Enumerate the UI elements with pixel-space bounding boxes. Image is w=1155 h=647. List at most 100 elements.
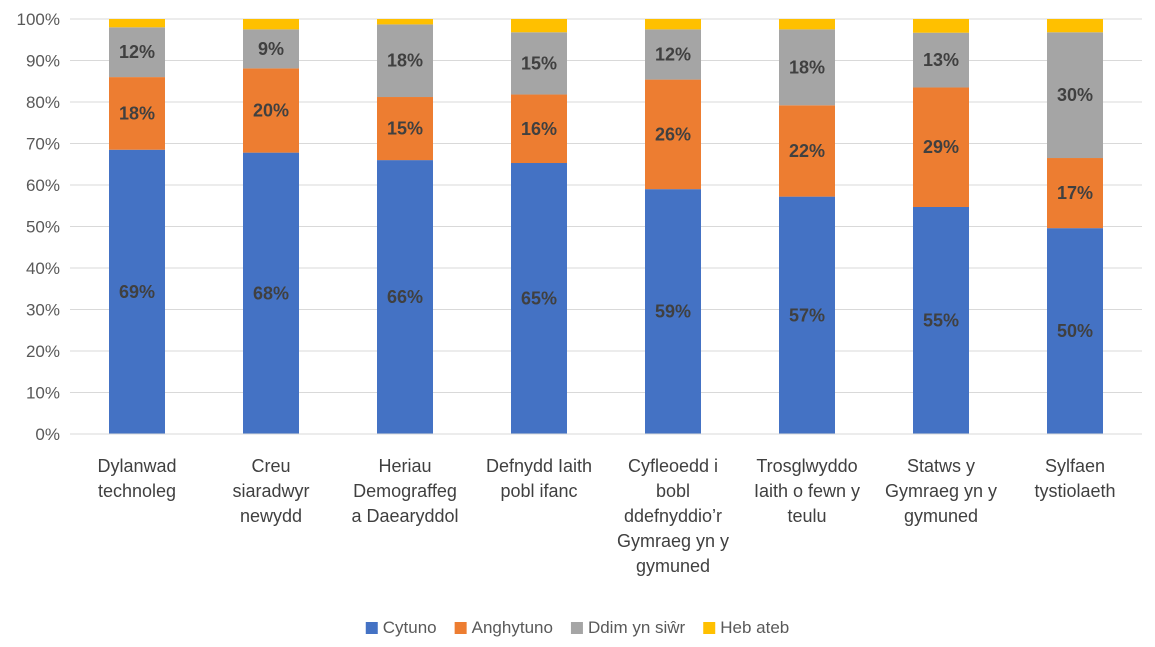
bar-segment [109,77,165,150]
data-label: 16% [521,119,557,139]
x-category-line: siaradwyr [232,481,309,501]
legend-label: Cytuno [383,618,437,637]
legend-item: Anghytuno [454,618,553,637]
x-category-label: Creu siaradwyr newydd [232,456,309,526]
y-tick-label: 70% [26,135,60,154]
x-category-line: gymuned [636,556,710,576]
bars [109,19,1103,434]
bar-segment [779,19,835,30]
y-axis: 0% 10% 20% 30% 40% 50% 60% 70% 80% 90% 100% [17,10,60,444]
x-category-line: Heriau [378,456,431,476]
bar-segment [377,24,433,98]
bar-segment [109,19,165,28]
y-tick-label: 90% [26,52,60,71]
bar-segment [511,32,567,95]
data-label: 18% [119,103,155,123]
data-label: 9% [258,39,284,59]
data-label: 12% [655,44,691,64]
bar-segment [1047,32,1103,159]
x-category-line: newydd [240,506,302,526]
y-tick-label: 40% [26,259,60,278]
legend: Cytuno Anghytuno Ddim yn siŵr Heb ateb [365,618,789,637]
x-category-line: Trosglwyddo [756,456,857,476]
data-label: 18% [789,57,825,77]
bar-segment [645,19,701,30]
bar-segment [243,152,299,434]
x-category-line: Cyfleoedd i [628,456,718,476]
x-category-label: Heriau Demograffeg a Daearyddol [351,456,458,526]
bar-segment [377,160,433,434]
bar-segment [645,79,701,190]
x-category-line: Gymraeg yn y [617,531,729,551]
data-label: 30% [1057,85,1093,105]
bar-segment [243,29,299,69]
bar-segment [645,29,701,80]
x-category-label: Trosglwyddo Iaith o fewn y teulu [754,456,860,526]
x-category-line: Statws y [907,456,975,476]
legend-swatch [454,622,467,634]
bar-segment [109,149,165,434]
bar-segment [1047,19,1103,33]
x-category-label: Statws y Gymraeg yn y gymuned [885,456,997,526]
data-label: 15% [387,119,423,139]
x-category-line: Creu [251,456,290,476]
x-category-line: tystiolaeth [1034,481,1115,501]
legend-item: Heb ateb [703,618,789,637]
y-tick-label: 60% [26,176,60,195]
data-label: 59% [655,302,691,322]
bar-segment [377,19,433,25]
x-category-line: ddefnyddio’r [624,506,722,526]
y-tick-label: 10% [26,384,60,403]
data-labels: 69% 18% 12% 68% 20% 9% 66% 15% 18% 65% 16% 15% 59% 26… [119,39,1093,341]
legend-swatch [570,622,583,634]
x-axis: Dylanwad technoleg Creu siaradwyr newydd Heri… [70,433,1142,576]
legend-swatch [703,622,716,634]
bar-segment [109,27,165,78]
x-category-line: Demograffeg [353,481,457,501]
y-tick-label: 100% [17,10,60,29]
data-label: 13% [923,50,959,70]
x-category-line: Sylfaen [1045,456,1105,476]
bar-segment [913,87,969,207]
bar-segment [645,189,701,434]
bar-segment [377,97,433,161]
data-label: 29% [923,137,959,157]
bar-segment [779,196,835,434]
data-label: 15% [521,53,557,73]
y-tick-label: 20% [26,342,60,361]
bar-segment [913,19,969,33]
data-label: 20% [253,101,289,121]
bar-segment [1047,228,1103,434]
bar-segment [779,29,835,106]
y-tick-label: 30% [26,301,60,320]
y-tick-label: 50% [26,218,60,237]
data-label: 50% [1057,321,1093,341]
legend-swatch [365,622,378,634]
x-category-label: Cyfleoedd i bobl ddefnyddio’r Gymraeg yn y g… [617,456,729,576]
data-label: 17% [1057,183,1093,203]
y-tick-label: 80% [26,93,60,112]
x-category-line: pobl ifanc [500,481,577,501]
data-label: 22% [789,141,825,161]
legend-item: Cytuno [365,618,437,637]
bar-segment [511,163,567,434]
bar-segment [1047,158,1103,229]
x-category-line: Iaith o fewn y [754,481,860,501]
x-category-line: bobl [656,481,690,501]
x-category-line: a Daearyddol [351,506,458,526]
x-category-line: Dylanwad [97,456,176,476]
data-label: 65% [521,289,557,309]
data-label: 12% [119,42,155,62]
x-category-label: Defnydd Iaith pobl ifanc [486,456,592,501]
bar-segment [243,68,299,153]
legend-item: Ddim yn siŵr [570,618,686,637]
bar-segment [779,105,835,197]
data-label: 68% [253,283,289,303]
gridlines [70,18,1142,435]
legend-label: Anghytuno [472,618,553,637]
data-label: 69% [119,282,155,302]
x-category-line: gymuned [904,506,978,526]
legend-label: Ddim yn siŵr [588,618,686,637]
bar-segment [913,32,969,88]
x-category-line: Defnydd Iaith [486,456,592,476]
